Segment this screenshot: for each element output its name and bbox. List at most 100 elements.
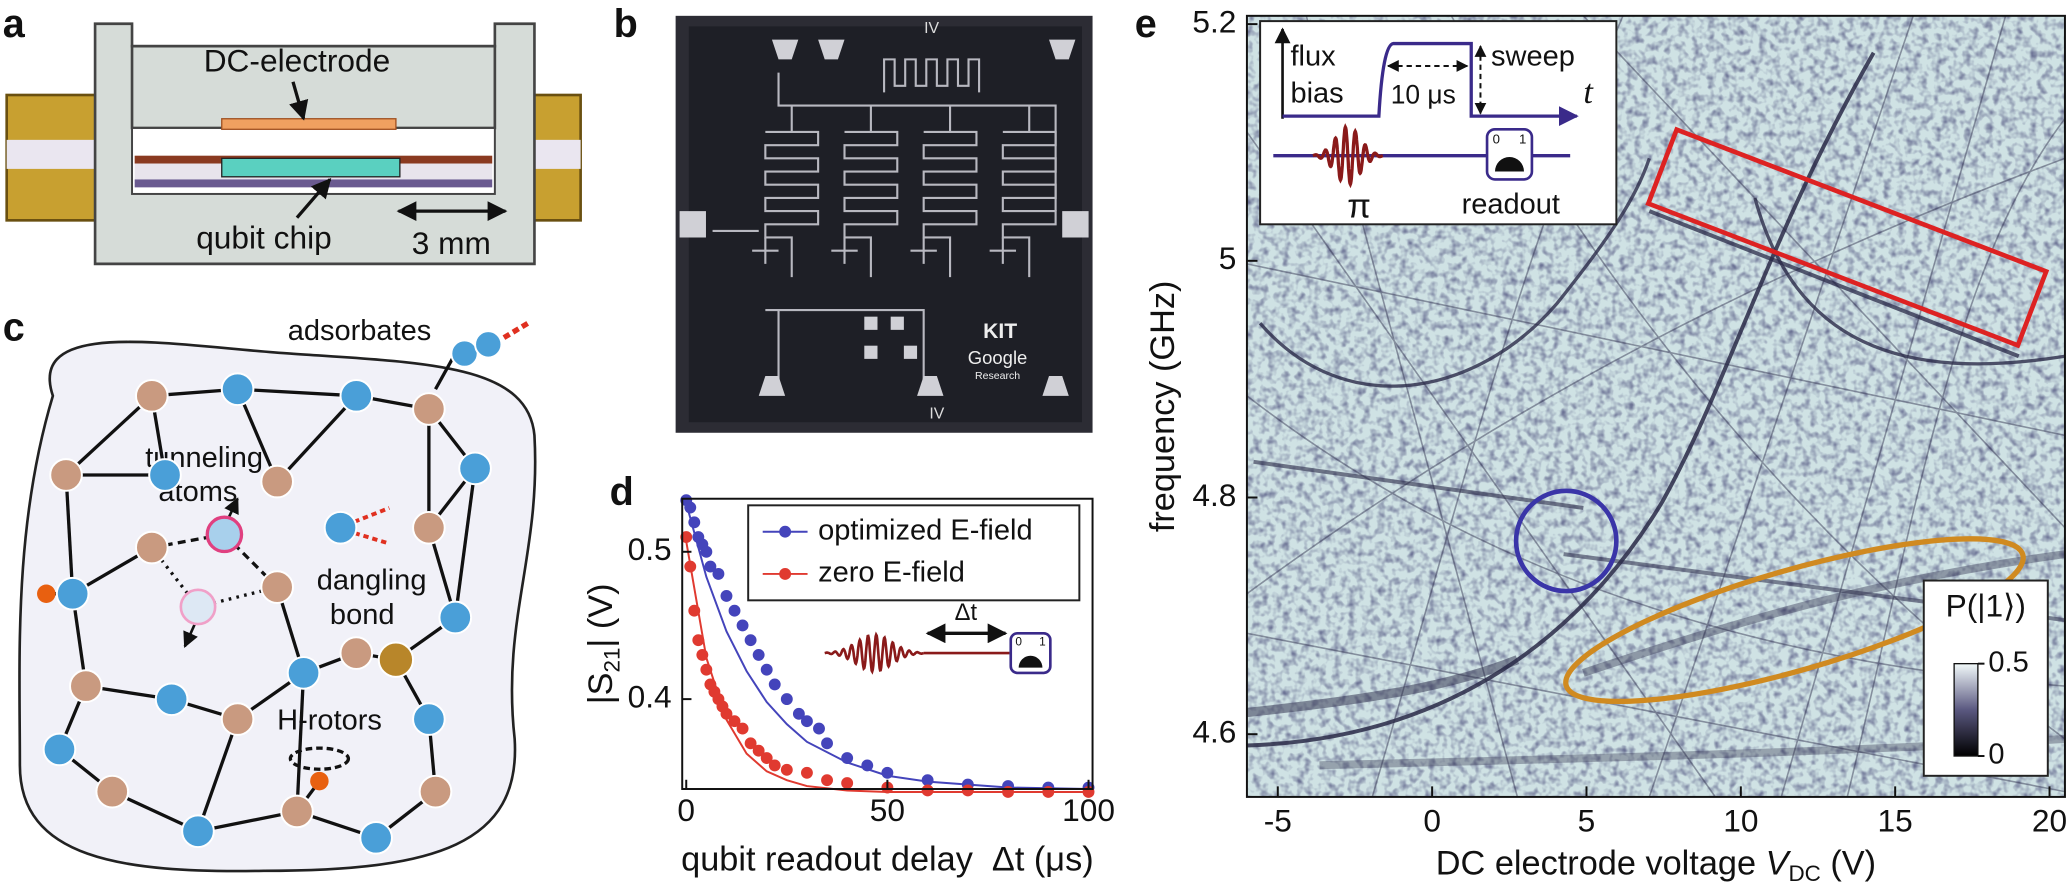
label: DC-electrode [204, 43, 391, 79]
y-axis-label-part: 21 [600, 648, 625, 673]
colorbar-label: P(|1⟩) [1946, 588, 2026, 624]
label: 0 [1015, 635, 1022, 649]
data-point [752, 648, 765, 661]
data-point [700, 663, 713, 676]
dangling-bond [345, 506, 391, 527]
data-point [688, 604, 701, 617]
data-point [736, 722, 749, 735]
x-tick-label: 15 [1878, 803, 1913, 839]
panel-label: d [610, 470, 634, 514]
data-point [961, 784, 974, 797]
atom [69, 669, 103, 703]
atom [339, 636, 374, 670]
atom [220, 372, 255, 407]
label: adsorbates [288, 315, 432, 347]
bond [196, 718, 240, 832]
data-point [1002, 786, 1015, 798]
bond [64, 394, 153, 477]
data-point [780, 693, 793, 706]
legend [747, 504, 1081, 602]
colorbar-tick-label: 0.5 [1988, 646, 2028, 678]
x-tick-label: 20 [2032, 803, 2067, 839]
plot-frame [1245, 14, 2066, 798]
data-point [744, 634, 757, 647]
chip-mark: IV [929, 405, 944, 422]
adsorbate [474, 330, 503, 359]
label: flux [1290, 41, 1336, 73]
arrow [289, 81, 309, 121]
y-tick-label: 5 [1219, 240, 1237, 276]
arrow [183, 622, 198, 648]
x-axis-label: qubit readout delay Δt (μs) [681, 841, 1094, 879]
x-tick-label: 5 [1578, 803, 1596, 839]
panel-e-annotations: flux bias 10 μs sweep t π 0 1 readout [1259, 20, 2050, 777]
panel-label: a [3, 2, 26, 46]
data-point [728, 715, 741, 728]
atom [377, 641, 415, 678]
x-tick-label: 10 [1723, 803, 1758, 839]
y-tick-label: 5.2 [1192, 3, 1236, 39]
legend-marker [779, 525, 792, 538]
atom [181, 814, 215, 849]
data-point [700, 545, 713, 558]
label: 10 μs [1391, 79, 1456, 109]
atom [280, 794, 314, 829]
y-axis-label-part: |S [582, 673, 620, 705]
label: Δt [955, 600, 978, 626]
highlight-box [1645, 126, 2050, 349]
x-tick-label: -5 [1264, 803, 1292, 839]
connector-pin [527, 139, 581, 169]
fit-line [685, 502, 1089, 790]
atom [134, 378, 169, 413]
x-axis-label-part: (V) [1821, 845, 1876, 883]
y-tick-label: 0.5 [628, 531, 672, 567]
data-point [813, 722, 825, 735]
panel-d-extras: Δt 0 1 [747, 504, 1081, 675]
x-tick-label: 0 [677, 792, 695, 828]
data-point [841, 752, 854, 764]
label: 0 [1493, 131, 1500, 146]
panel-label: c [3, 305, 25, 349]
logo: Research [975, 370, 1020, 382]
label: bias [1290, 78, 1343, 110]
label: 1 [1519, 131, 1526, 146]
label: π [1347, 188, 1371, 226]
data-point [921, 774, 934, 787]
tunneling-atom [179, 588, 217, 626]
data-point [720, 590, 733, 602]
h-rotor [288, 746, 351, 771]
atom [154, 682, 189, 717]
electrode [221, 118, 397, 130]
adsorbate [450, 339, 479, 368]
data-point [692, 634, 705, 647]
label: 1 [1039, 635, 1046, 649]
atom [148, 458, 182, 492]
x-axis-label-part: V [1766, 845, 1792, 883]
y-axis-label: |S21| (V) [582, 583, 624, 704]
data-point [841, 777, 854, 790]
label: sweep [1491, 41, 1575, 73]
bond [453, 468, 477, 618]
atom [418, 774, 453, 809]
x-tick-label: 0 [1423, 803, 1441, 839]
label: qubit chip [196, 219, 332, 255]
data-point [800, 715, 813, 728]
atom [359, 820, 393, 855]
pulse [824, 631, 924, 675]
atom [220, 702, 255, 736]
bond [275, 394, 358, 483]
atom [323, 510, 358, 545]
data-point [720, 707, 733, 720]
meter [1018, 655, 1043, 668]
data-point [744, 737, 757, 750]
legend-label: optimized E-field [818, 514, 1032, 546]
data-point [768, 759, 781, 772]
data-point [680, 531, 693, 543]
layer [134, 179, 493, 188]
panel-label: e [1135, 2, 1157, 46]
atom [339, 378, 374, 413]
flux-pulse [1282, 41, 1579, 127]
x-tick-label: 100 [1062, 792, 1115, 828]
